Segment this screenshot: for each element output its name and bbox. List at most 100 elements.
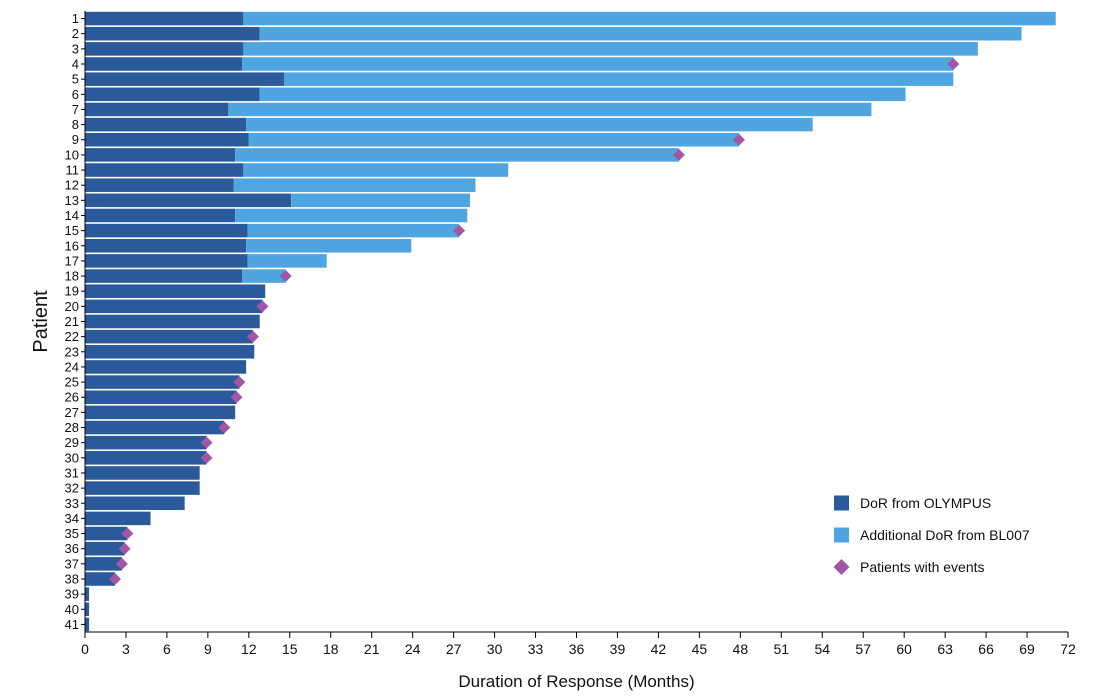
event-marker-patient-15 — [453, 224, 466, 237]
bar-bl007-patient-16 — [246, 238, 412, 253]
y-tick-label-34: 34 — [65, 511, 79, 526]
y-tick-label-39: 39 — [65, 587, 79, 602]
y-tick-label-37: 37 — [65, 556, 79, 571]
event-marker-patient-26 — [230, 391, 243, 404]
y-tick-label-27: 27 — [65, 405, 79, 420]
bar-olympus-patient-26 — [85, 390, 237, 405]
y-tick-label-17: 17 — [65, 253, 79, 268]
legend-swatch-events — [833, 559, 850, 575]
bar-olympus-patient-7 — [85, 102, 229, 117]
event-marker-patient-37 — [115, 557, 128, 570]
bar-bl007-patient-5 — [284, 72, 954, 86]
y-tick-label-9: 9 — [72, 132, 79, 147]
x-tick-label-30: 30 — [487, 641, 503, 657]
bar-bl007-patient-15 — [247, 223, 460, 238]
bar-olympus-patient-29 — [85, 435, 207, 450]
y-tick-label-15: 15 — [65, 223, 79, 238]
bar-bl007-patient-2 — [259, 26, 1022, 41]
bar-olympus-patient-4 — [85, 57, 243, 71]
y-tick-label-13: 13 — [65, 193, 79, 208]
y-tick-label-2: 2 — [72, 26, 79, 41]
bar-bl007-patient-18 — [242, 269, 286, 283]
bar-olympus-patient-20 — [85, 299, 263, 314]
bar-olympus-patient-32 — [85, 481, 200, 495]
bar-olympus-patient-14 — [85, 208, 236, 223]
event-marker-patient-20 — [256, 300, 269, 313]
bar-olympus-patient-13 — [85, 193, 292, 208]
bar-olympus-patient-41 — [85, 617, 90, 632]
x-tick-label-39: 39 — [610, 641, 626, 657]
y-tick-label-22: 22 — [65, 329, 79, 344]
y-tick-label-24: 24 — [65, 359, 79, 374]
event-marker-patient-29 — [200, 436, 213, 449]
y-tick-label-29: 29 — [65, 435, 79, 450]
bar-olympus-patient-2 — [85, 26, 260, 41]
legend-swatch-bl007 — [834, 527, 849, 543]
x-tick-label-60: 60 — [896, 641, 912, 657]
x-tick-label-12: 12 — [241, 641, 257, 657]
legend-swatch-olympus — [834, 495, 849, 511]
y-axis: 1234567891011121314151617181920212223242… — [65, 11, 86, 632]
event-markers-group — [109, 58, 960, 585]
y-tick-label-10: 10 — [65, 147, 79, 162]
bar-olympus-patient-38 — [85, 572, 116, 586]
y-tick-label-35: 35 — [65, 526, 79, 541]
bar-olympus-patient-3 — [85, 42, 244, 56]
event-marker-patient-22 — [246, 330, 259, 343]
event-marker-patient-18 — [279, 270, 292, 283]
x-tick-label-69: 69 — [1019, 641, 1035, 657]
x-tick-label-6: 6 — [163, 641, 171, 657]
bar-bl007-patient-4 — [242, 57, 954, 71]
y-tick-label-19: 19 — [65, 284, 79, 299]
y-tick-label-41: 41 — [65, 617, 79, 632]
x-tick-label-66: 66 — [978, 641, 994, 657]
y-tick-label-12: 12 — [65, 178, 79, 193]
x-tick-label-15: 15 — [282, 641, 298, 657]
y-tick-label-38: 38 — [65, 571, 79, 586]
bar-olympus-patient-33 — [85, 496, 185, 511]
bar-olympus-patient-37 — [85, 557, 122, 571]
bar-olympus-patient-34 — [85, 511, 151, 526]
y-tick-label-26: 26 — [65, 390, 79, 405]
y-tick-label-36: 36 — [65, 541, 79, 556]
bar-olympus-patient-19 — [85, 284, 266, 298]
bar-olympus-patient-27 — [85, 405, 236, 420]
legend-label-events: Patients with events — [860, 559, 985, 575]
event-marker-patient-25 — [233, 376, 246, 389]
x-tick-label-51: 51 — [774, 641, 790, 657]
x-tick-label-48: 48 — [733, 641, 749, 657]
x-tick-label-36: 36 — [569, 641, 585, 657]
event-marker-patient-38 — [109, 572, 122, 585]
y-tick-label-5: 5 — [72, 72, 79, 87]
bar-olympus-patient-40 — [85, 602, 90, 617]
y-tick-label-21: 21 — [65, 314, 79, 329]
event-marker-patient-30 — [200, 451, 213, 464]
y-tick-label-1: 1 — [72, 11, 79, 26]
x-tick-label-24: 24 — [405, 641, 421, 657]
bar-bl007-patient-3 — [243, 42, 978, 56]
x-tick-label-57: 57 — [855, 641, 871, 657]
y-tick-label-28: 28 — [65, 420, 79, 435]
x-tick-label-0: 0 — [81, 641, 89, 657]
bar-olympus-patient-23 — [85, 345, 255, 359]
event-marker-patient-4 — [947, 58, 960, 71]
y-tick-label-30: 30 — [65, 450, 79, 465]
event-marker-patient-10 — [672, 148, 685, 161]
bar-olympus-patient-10 — [85, 148, 236, 162]
y-tick-label-7: 7 — [72, 102, 79, 117]
x-tick-label-9: 9 — [204, 641, 212, 657]
bar-olympus-patient-21 — [85, 314, 260, 329]
event-marker-patient-28 — [218, 421, 231, 434]
bar-bl007-patient-1 — [243, 11, 1056, 26]
bar-olympus-patient-12 — [85, 178, 234, 192]
y-axis-title: Patient — [30, 290, 52, 353]
bar-olympus-patient-31 — [85, 466, 200, 480]
legend-label-olympus: DoR from OLYMPUS — [860, 495, 991, 511]
x-axis-title: Duration of Response (Months) — [458, 672, 694, 691]
event-marker-patient-36 — [118, 542, 131, 555]
bar-olympus-patient-25 — [85, 375, 240, 389]
y-tick-label-6: 6 — [72, 87, 79, 102]
y-tick-label-8: 8 — [72, 117, 79, 132]
x-tick-label-33: 33 — [528, 641, 544, 657]
